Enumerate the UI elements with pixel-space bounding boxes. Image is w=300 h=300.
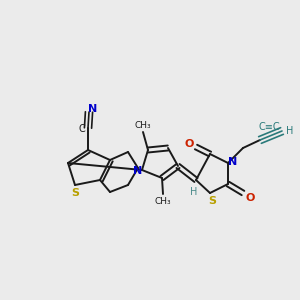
Text: S: S [208,196,216,206]
Text: C≡C: C≡C [258,122,280,133]
Text: N: N [88,104,98,114]
Text: O: O [245,193,255,203]
Text: N: N [134,166,142,176]
Text: O: O [184,139,194,149]
Text: C: C [79,124,86,134]
Text: N: N [228,157,238,167]
Text: S: S [71,188,79,198]
Text: CH₃: CH₃ [135,121,151,130]
Text: CH₃: CH₃ [155,196,171,206]
Text: H: H [190,187,198,197]
Text: H: H [286,126,294,136]
